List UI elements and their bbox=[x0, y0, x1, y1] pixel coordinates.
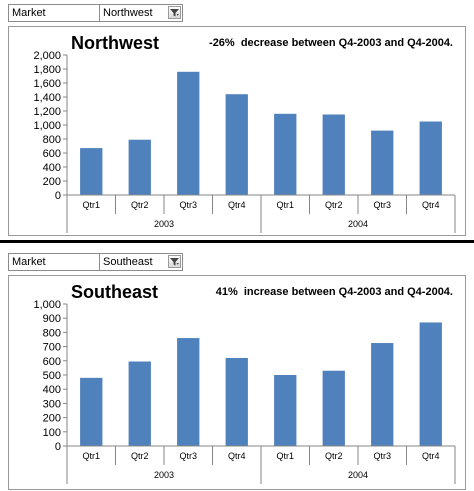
filter-funnel-icon bbox=[170, 9, 179, 17]
x-group-label: 2004 bbox=[348, 219, 368, 229]
bar bbox=[371, 130, 394, 195]
bar bbox=[128, 361, 151, 446]
y-tick-label: 1,400 bbox=[33, 92, 61, 104]
y-tick-label: 0 bbox=[55, 190, 61, 202]
bar bbox=[128, 139, 151, 195]
y-tick-label: 700 bbox=[43, 342, 61, 354]
x-tick-label: Qtr1 bbox=[82, 451, 100, 461]
market-filter-value-text: Northwest bbox=[103, 7, 153, 19]
x-tick-label: Qtr2 bbox=[131, 200, 149, 210]
y-tick-label: 800 bbox=[43, 134, 61, 146]
market-filter-value[interactable]: Southeast bbox=[100, 253, 183, 271]
filter-funnel-icon bbox=[170, 258, 179, 266]
x-tick-label: Qtr3 bbox=[179, 200, 197, 210]
x-tick-label: Qtr4 bbox=[228, 200, 246, 210]
y-tick-label: 1,000 bbox=[33, 299, 61, 311]
market-filter-label: Market bbox=[8, 4, 100, 22]
bar bbox=[80, 148, 103, 195]
southeast-panel: Market Southeast Southeast 41% increase … bbox=[0, 249, 474, 491]
y-tick-label: 400 bbox=[43, 384, 61, 396]
y-tick-label: 500 bbox=[43, 370, 61, 382]
y-tick-label: 600 bbox=[43, 148, 61, 160]
x-tick-label: Qtr3 bbox=[373, 200, 391, 210]
chart-title: Southeast bbox=[71, 282, 159, 302]
y-tick-label: 0 bbox=[55, 441, 61, 453]
bar bbox=[225, 357, 248, 446]
y-tick-label: 200 bbox=[43, 176, 61, 188]
bar bbox=[177, 71, 200, 195]
x-tick-label: Qtr2 bbox=[131, 451, 149, 461]
y-tick-label: 1,800 bbox=[33, 64, 61, 76]
bar bbox=[419, 322, 442, 446]
x-group-label: 2004 bbox=[348, 470, 368, 480]
bar bbox=[274, 375, 297, 446]
chart-annotation: 41% increase between Q4-2003 and Q4-2004… bbox=[215, 286, 453, 298]
northwest-chart: Northwest -26% decrease between Q4-2003 … bbox=[8, 26, 466, 236]
x-tick-label: Qtr4 bbox=[422, 451, 440, 461]
market-filter-value[interactable]: Northwest bbox=[100, 4, 183, 22]
bar bbox=[371, 343, 394, 446]
chart-title: Northwest bbox=[71, 33, 160, 53]
y-tick-label: 800 bbox=[43, 327, 61, 339]
x-group-label: 2003 bbox=[154, 219, 174, 229]
x-tick-label: Qtr1 bbox=[276, 451, 294, 461]
market-filter-value-text: Southeast bbox=[103, 256, 153, 268]
x-tick-label: Qtr1 bbox=[276, 200, 294, 210]
y-tick-label: 100 bbox=[43, 427, 61, 439]
y-tick-label: 900 bbox=[43, 313, 61, 325]
x-tick-label: Qtr2 bbox=[325, 200, 343, 210]
bar bbox=[80, 377, 103, 446]
y-tick-label: 1,600 bbox=[33, 78, 61, 90]
y-tick-label: 200 bbox=[43, 413, 61, 425]
x-tick-label: Qtr3 bbox=[373, 451, 391, 461]
bar bbox=[322, 114, 345, 195]
x-group-label: 2003 bbox=[154, 470, 174, 480]
bar bbox=[225, 94, 248, 195]
y-tick-label: 1,000 bbox=[33, 120, 61, 132]
southeast-plot-area: 0 100 200 300 400 500 600 700 800 900 1,000 Qtr1 Qtr… bbox=[33, 299, 456, 484]
bar bbox=[419, 121, 442, 195]
bar bbox=[322, 370, 345, 446]
market-filter: Market Northwest bbox=[8, 4, 183, 22]
northwest-panel: Market Northwest Northwest -26% decrease… bbox=[0, 0, 474, 238]
filter-dropdown-button[interactable] bbox=[168, 255, 181, 268]
y-tick-label: 600 bbox=[43, 356, 61, 368]
y-tick-label: 300 bbox=[43, 398, 61, 410]
y-tick-label: 2,000 bbox=[33, 50, 61, 62]
northwest-plot-area: 0 200 400 600 800 1,000 1,200 1,400 1,600 1,800 2,… bbox=[33, 50, 456, 233]
market-filter: Market Southeast bbox=[8, 253, 183, 271]
x-tick-label: Qtr2 bbox=[325, 451, 343, 461]
bar bbox=[177, 338, 200, 446]
y-tick-label: 1,200 bbox=[33, 106, 61, 118]
x-tick-label: Qtr4 bbox=[228, 451, 246, 461]
x-tick-label: Qtr1 bbox=[82, 200, 100, 210]
chart-annotation: -26% decrease between Q4-2003 and Q4-200… bbox=[209, 37, 453, 49]
filter-dropdown-button[interactable] bbox=[168, 6, 181, 19]
market-filter-label: Market bbox=[8, 253, 100, 271]
bar bbox=[274, 113, 297, 195]
x-tick-label: Qtr4 bbox=[422, 200, 440, 210]
panel-divider bbox=[0, 240, 474, 243]
y-tick-label: 400 bbox=[43, 162, 61, 174]
southeast-chart: Southeast 41% increase between Q4-2003 a… bbox=[8, 275, 466, 490]
x-tick-label: Qtr3 bbox=[179, 451, 197, 461]
